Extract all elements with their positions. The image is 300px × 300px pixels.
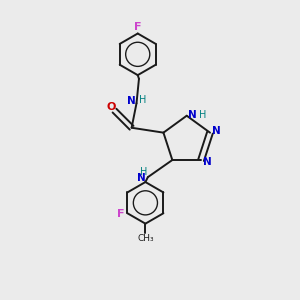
Text: CH₃: CH₃ [137, 234, 154, 243]
Text: H: H [140, 167, 147, 177]
Text: F: F [117, 209, 124, 220]
Text: N: N [188, 110, 197, 119]
Text: H: H [199, 110, 206, 119]
Text: N: N [212, 126, 220, 136]
Text: O: O [106, 102, 116, 112]
Text: N: N [127, 96, 136, 106]
Text: H: H [139, 95, 146, 105]
Text: F: F [134, 22, 142, 32]
Text: N: N [203, 157, 212, 167]
Text: N: N [136, 173, 146, 183]
